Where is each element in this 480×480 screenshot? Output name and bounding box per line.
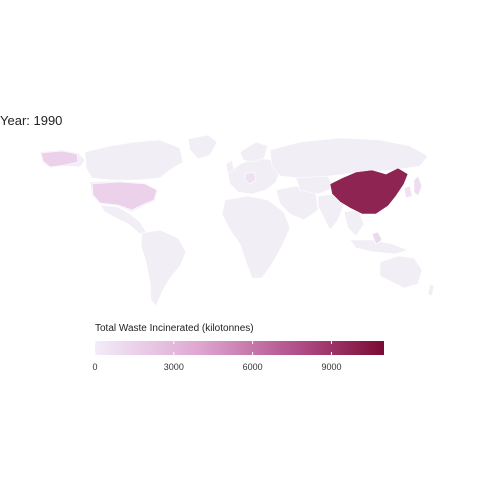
russia-shape [269,137,429,179]
country-philippines [371,231,383,245]
australia-shape [379,255,423,289]
central-asia-shape [295,175,335,195]
legend-tick-label: 3000 [163,362,184,372]
country-china [329,167,409,215]
south-america-shape [140,229,187,307]
canada-shape [84,139,184,181]
country-usa [91,181,158,211]
legend-tick-label: 6000 [242,362,263,372]
new-zealand-shape [427,283,435,297]
uk-shape [225,159,235,175]
map-title: Year: 1990 [0,113,63,128]
country-usa-alaska [40,150,79,168]
country-germany [244,171,257,185]
legend-title: Total Waste Incinerated (kilotonnes) [95,323,254,334]
southeast-asia-shape [343,209,365,237]
legend-tick-label: 9000 [321,362,342,372]
legend-tick-label: 0 [92,362,98,372]
mexico-shape [99,204,147,235]
country-japan [413,175,423,197]
country-korea [403,185,413,199]
legend-color-bar [95,341,384,355]
scandinavia-shape [239,141,269,163]
greenland-shape [187,134,218,160]
africa-shape [221,195,291,279]
